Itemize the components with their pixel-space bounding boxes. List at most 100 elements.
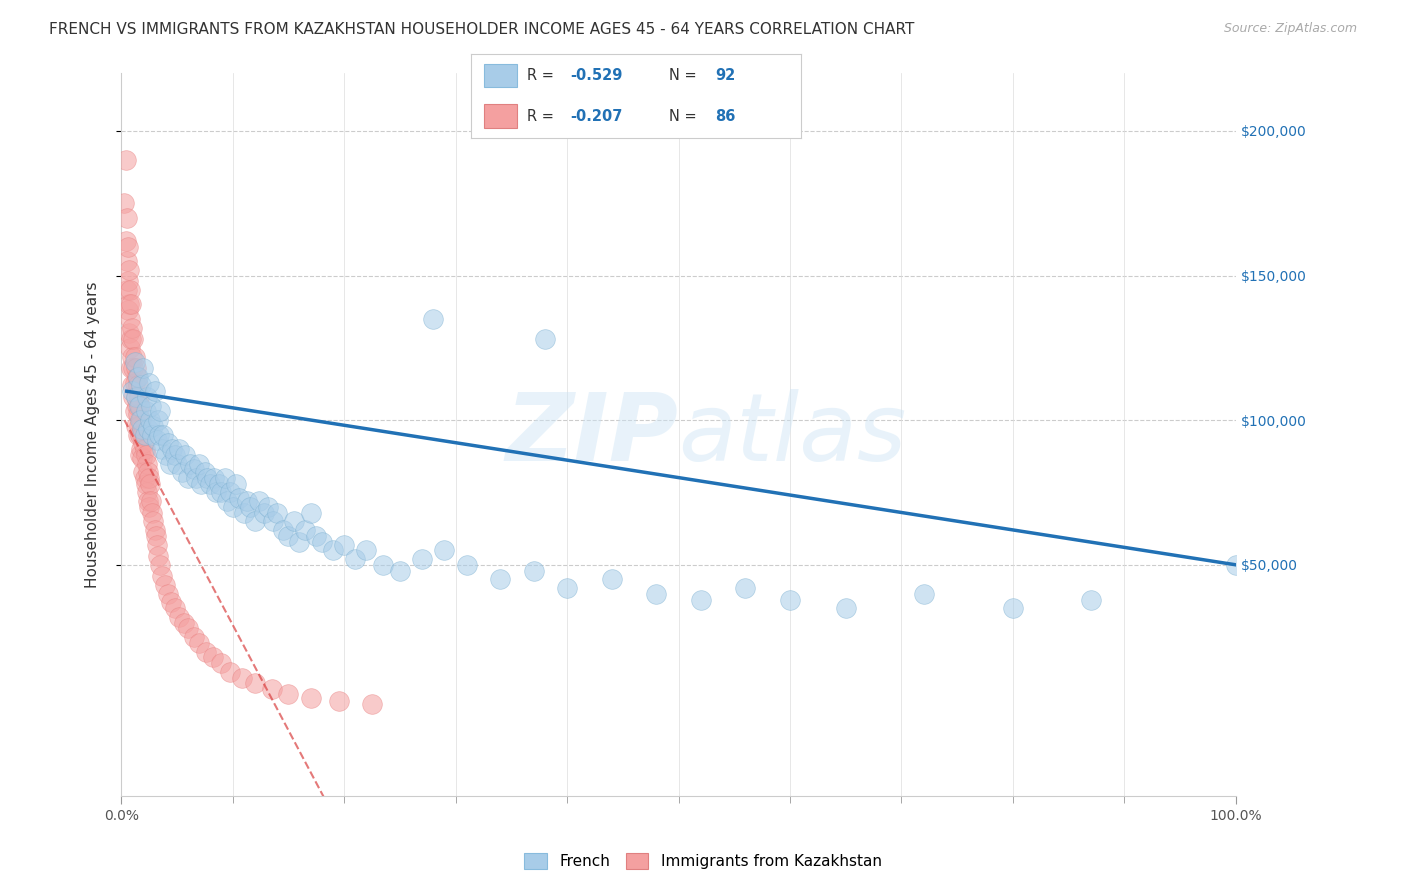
Point [257, 500, 280, 514]
Point [132, 361, 155, 376]
Point [129, 378, 152, 392]
Point [163, 601, 186, 615]
Legend: French, Immigrants from Kazakhstan: French, Immigrants from Kazakhstan [519, 847, 887, 875]
Point [114, 153, 136, 167]
Point [172, 465, 194, 479]
Point [183, 462, 205, 476]
Point [118, 283, 141, 297]
Point [115, 254, 138, 268]
Text: N =: N = [669, 68, 702, 83]
Point [146, 549, 169, 563]
Point [146, 538, 169, 552]
Point [145, 529, 167, 543]
Point [141, 399, 163, 413]
Point [734, 581, 756, 595]
Point [173, 448, 195, 462]
Point [211, 485, 233, 500]
Point [231, 671, 253, 685]
Point [361, 697, 384, 711]
Point [149, 404, 172, 418]
Point [129, 448, 152, 462]
Point [125, 399, 148, 413]
Point [135, 404, 157, 418]
Point [135, 390, 157, 404]
Point [205, 485, 228, 500]
Point [115, 211, 138, 225]
Point [128, 390, 150, 404]
Point [194, 465, 217, 479]
Point [600, 572, 623, 586]
Point [188, 636, 211, 650]
FancyBboxPatch shape [484, 63, 517, 87]
Point [124, 404, 146, 418]
Point [288, 534, 311, 549]
Text: 92: 92 [716, 68, 735, 83]
Point [328, 694, 350, 708]
Point [117, 303, 139, 318]
Point [127, 369, 149, 384]
Point [134, 442, 156, 456]
Point [152, 427, 174, 442]
Point [214, 471, 236, 485]
Point [131, 427, 153, 442]
Point [138, 500, 160, 514]
Point [219, 485, 242, 500]
Point [294, 523, 316, 537]
Point [127, 378, 149, 392]
Point [202, 471, 225, 485]
Point [131, 422, 153, 436]
Point [129, 413, 152, 427]
Point [122, 390, 145, 404]
Point [184, 471, 207, 485]
Point [215, 494, 238, 508]
Point [322, 543, 344, 558]
Point [433, 543, 456, 558]
Point [150, 569, 173, 583]
Point [124, 376, 146, 390]
Point [120, 297, 142, 311]
Point [153, 578, 176, 592]
Point [201, 650, 224, 665]
Point [118, 326, 141, 341]
Point [136, 494, 159, 508]
Text: FRENCH VS IMMIGRANTS FROM KAZAKHSTAN HOUSEHOLDER INCOME AGES 45 - 64 YEARS CORRE: FRENCH VS IMMIGRANTS FROM KAZAKHSTAN HOU… [49, 22, 914, 37]
Point [127, 408, 149, 422]
Point [159, 457, 181, 471]
Y-axis label: Householder Income Ages 45 - 64 years: Householder Income Ages 45 - 64 years [86, 281, 100, 588]
Point [356, 543, 378, 558]
Point [135, 476, 157, 491]
Point [124, 350, 146, 364]
Point [236, 494, 259, 508]
Point [136, 422, 159, 436]
Point [912, 587, 935, 601]
Point [283, 515, 305, 529]
Point [243, 676, 266, 690]
Point [135, 448, 157, 462]
Point [1001, 601, 1024, 615]
Point [344, 552, 367, 566]
Point [118, 312, 141, 326]
Point [121, 384, 143, 399]
Point [166, 457, 188, 471]
Point [311, 534, 333, 549]
Point [128, 399, 150, 413]
Point [555, 581, 578, 595]
Point [371, 558, 394, 572]
Point [118, 262, 141, 277]
Point [117, 239, 139, 253]
Text: -0.207: -0.207 [571, 109, 623, 124]
Point [129, 399, 152, 413]
Point [122, 332, 145, 346]
Point [219, 665, 242, 679]
Point [135, 457, 157, 471]
Point [247, 494, 270, 508]
Point [124, 355, 146, 369]
Point [299, 690, 322, 705]
Point [117, 274, 139, 288]
Point [188, 457, 211, 471]
Text: -0.529: -0.529 [571, 68, 623, 83]
Text: ZIP: ZIP [506, 389, 679, 481]
Point [239, 500, 262, 514]
Point [124, 361, 146, 376]
Point [136, 465, 159, 479]
